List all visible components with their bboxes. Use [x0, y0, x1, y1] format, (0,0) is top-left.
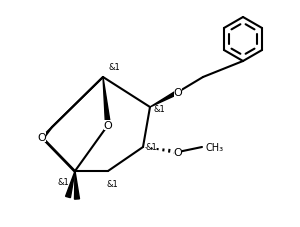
Text: CH₃: CH₃ — [205, 142, 223, 152]
Text: &1: &1 — [108, 63, 120, 72]
Polygon shape — [150, 91, 179, 108]
Text: &1: &1 — [153, 105, 165, 114]
Text: &1: &1 — [106, 179, 118, 188]
Text: O: O — [103, 121, 112, 131]
Text: O: O — [174, 147, 182, 157]
Polygon shape — [103, 78, 110, 126]
Text: &1: &1 — [57, 177, 69, 186]
Text: O: O — [38, 132, 46, 142]
Polygon shape — [66, 171, 75, 198]
Text: &1: &1 — [146, 143, 158, 152]
Text: O: O — [174, 88, 182, 98]
Polygon shape — [74, 171, 80, 199]
